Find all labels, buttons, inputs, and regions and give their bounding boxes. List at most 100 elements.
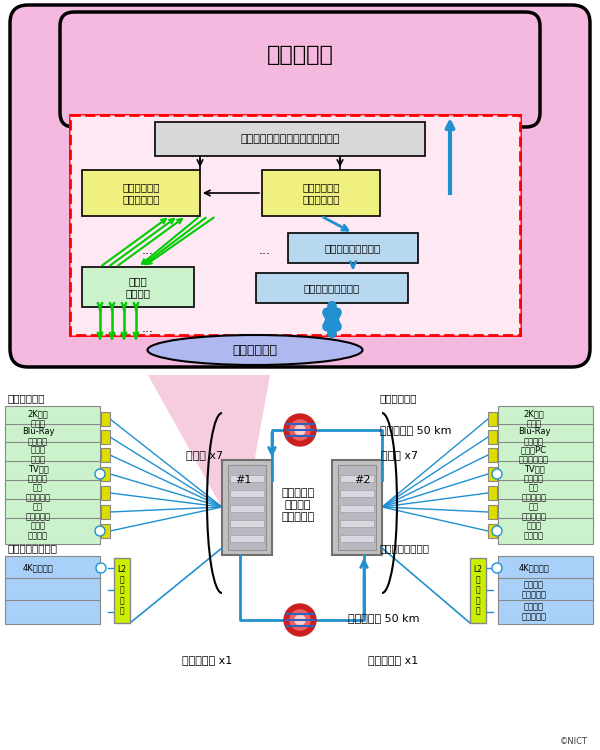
Text: 光パス x7: 光パス x7 [382, 450, 419, 460]
Text: データ
サーバ: データ サーバ [31, 446, 46, 465]
Circle shape [95, 469, 105, 479]
Text: ...: ... [142, 322, 154, 334]
Text: 光パス用端末: 光パス用端末 [8, 393, 46, 403]
Text: 光ファイバ: 光ファイバ [266, 45, 334, 65]
Bar [488, 448, 497, 462]
Text: #2: #2 [354, 475, 370, 485]
Text: 雪祭り
映像受信: 雪祭り 映像受信 [524, 521, 544, 541]
Bar [228, 465, 266, 550]
Text: 光パケット・光パス統合制御装置: 光パケット・光パス統合制御装置 [241, 134, 340, 144]
Bar [70, 115, 520, 335]
Bar [82, 170, 200, 216]
Bar [256, 273, 408, 303]
Bar [488, 486, 497, 500]
Text: #1: #1 [235, 475, 251, 485]
Bar [488, 505, 497, 519]
Bar [5, 600, 100, 624]
Text: 雪祭り
映像配信: 雪祭り 映像配信 [28, 521, 48, 541]
Circle shape [290, 420, 310, 440]
Bar [488, 467, 497, 481]
Text: Blu-Ray
映像受信: Blu-Ray 映像受信 [518, 427, 550, 447]
Text: 光パケット x1: 光パケット x1 [182, 655, 232, 665]
Bar [5, 499, 100, 525]
Text: 光パケット用端末: 光パケット用端末 [8, 543, 58, 553]
Bar [332, 460, 382, 555]
Bar [470, 558, 486, 623]
Bar [488, 430, 497, 444]
Text: 光パス用端末: 光パス用端末 [380, 393, 418, 403]
Text: ノートPC
ダウンロード: ノートPC ダウンロード [519, 446, 549, 465]
Text: L2
ス
イ
ッ
チ: L2 ス イ ッ チ [118, 565, 127, 615]
Polygon shape [148, 375, 270, 540]
Circle shape [492, 469, 502, 479]
Text: 光パケット
・光パス
統合ノード: 光パケット ・光パス 統合ノード [281, 488, 314, 521]
Circle shape [492, 526, 502, 536]
Text: 瞬時
データ転送: 瞬時 データ転送 [521, 503, 547, 522]
Text: 光パケット送受信器: 光パケット送受信器 [304, 283, 360, 293]
Bar [498, 556, 593, 580]
Bar [340, 475, 374, 482]
Circle shape [95, 526, 105, 536]
Ellipse shape [148, 335, 362, 365]
Bar [498, 442, 593, 468]
Text: 4K映像受信: 4K映像受信 [518, 563, 550, 572]
Bar [101, 448, 110, 462]
Bar [230, 475, 264, 482]
Bar [114, 558, 130, 623]
Text: 光ファイバ 50 km: 光ファイバ 50 km [348, 613, 419, 623]
Circle shape [295, 425, 305, 435]
Circle shape [96, 563, 106, 573]
Bar [5, 442, 100, 468]
Bar [498, 424, 593, 450]
Text: TV会議
システム: TV会議 システム [524, 464, 544, 484]
Circle shape [284, 604, 316, 636]
Bar [488, 524, 497, 538]
Bar [5, 406, 100, 432]
Bar [101, 524, 110, 538]
Text: 光パケット x1: 光パケット x1 [368, 655, 418, 665]
Text: ...: ... [259, 244, 271, 256]
Bar [498, 578, 593, 602]
Text: TV会議
システム: TV会議 システム [28, 464, 49, 484]
Bar [5, 518, 100, 544]
Bar [101, 430, 110, 444]
Text: 光ファイバ 50 km: 光ファイバ 50 km [380, 425, 452, 435]
Text: ...: ... [142, 244, 154, 256]
Text: 光挙入装置／
資源調整装置: 光挙入装置／ 資源調整装置 [122, 182, 160, 204]
Bar [230, 520, 264, 527]
Text: 2K映像
送受信: 2K映像 送受信 [524, 410, 544, 429]
Bar [5, 556, 100, 580]
Text: 光パケットスイッチ: 光パケットスイッチ [325, 243, 381, 253]
Bar [340, 520, 374, 527]
Bar [101, 505, 110, 519]
Bar [5, 424, 100, 450]
Bar [498, 518, 593, 544]
Text: 光パケット用端末: 光パケット用端末 [380, 543, 430, 553]
Circle shape [492, 563, 502, 573]
Bar [101, 412, 110, 426]
Bar [5, 578, 100, 602]
Bar [230, 505, 264, 512]
Bar [488, 412, 497, 426]
Bar [288, 233, 418, 263]
Bar [340, 490, 374, 497]
Text: 2K映像
送受信: 2K映像 送受信 [28, 410, 49, 429]
Bar [5, 480, 100, 506]
Text: ©NICT: ©NICT [560, 737, 588, 746]
Text: 瞬時
データ転送: 瞬時 データ転送 [25, 483, 50, 502]
Text: 瞬時
データ転送: 瞬時 データ転送 [521, 483, 547, 502]
Bar [101, 486, 110, 500]
Bar [262, 170, 380, 216]
Bar [338, 465, 376, 550]
Bar [498, 600, 593, 624]
Bar [222, 460, 272, 555]
Bar [340, 505, 374, 512]
Circle shape [284, 414, 316, 446]
Text: 多ユーザ
データ転送: 多ユーザ データ転送 [521, 602, 547, 622]
Bar [70, 115, 520, 335]
Bar [101, 467, 110, 481]
Bar [498, 480, 593, 506]
Bar [230, 490, 264, 497]
Text: L2
ス
イ
ッ
チ: L2 ス イ ッ チ [473, 565, 482, 615]
Text: サーバ、端末: サーバ、端末 [233, 344, 277, 356]
